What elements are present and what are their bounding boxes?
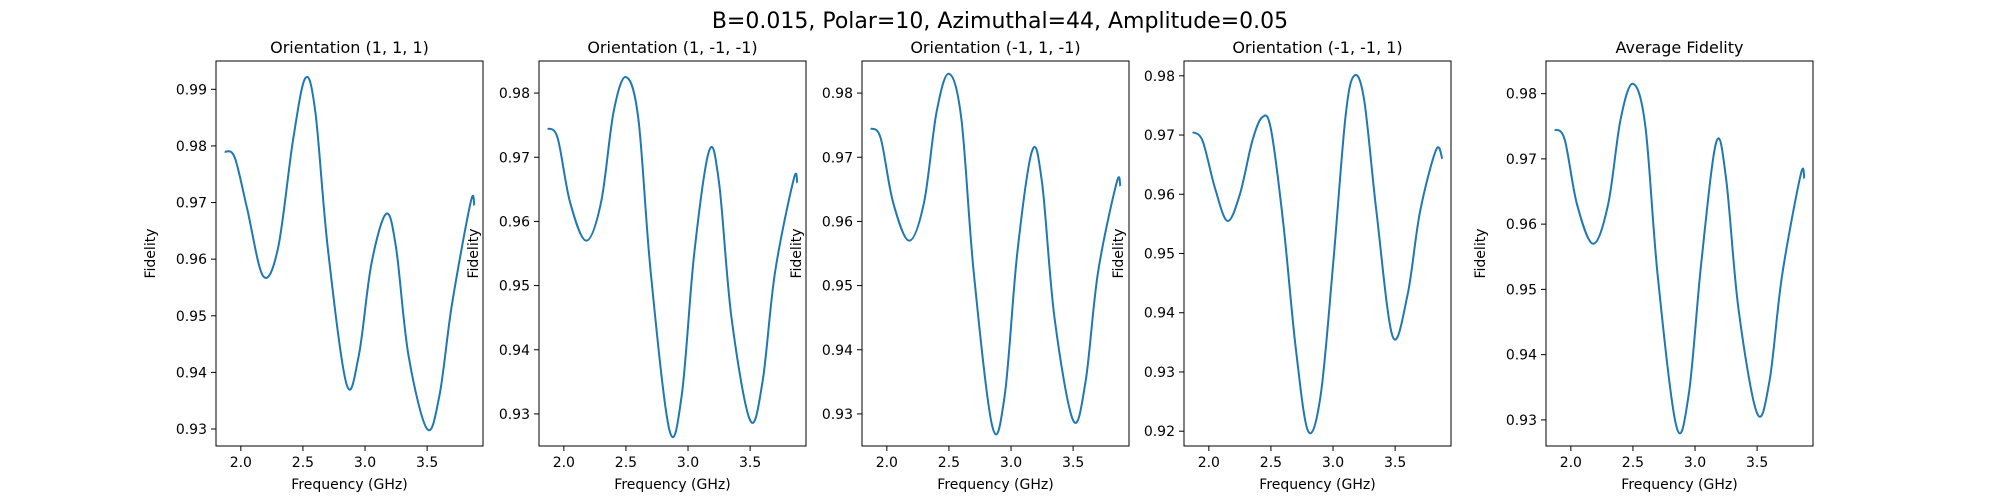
y-tick-label: 0.96 [499,214,530,230]
x-tick-label: 2.0 [230,455,252,471]
y-tick-label: 0.94 [1144,306,1175,322]
subplot-4: 2.0 2.5 3.0 3.5 0.92 0.93 0.94 0.95 0.96 0.97 0.98… [1111,38,1452,493]
y-tick-label: 0.97 [499,150,530,166]
y-tick-label: 0.94 [176,365,207,381]
y-tick-label: 0.98 [822,86,853,102]
x-tick-label: 3.5 [1062,455,1084,471]
subplot-2: 2.0 2.5 3.0 3.5 0.93 0.94 0.95 0.96 0.97 0.98 Orie… [466,38,807,493]
subplot-grid: 2.0 2.5 3.0 3.5 0.93 0.94 0.95 0.96 0.97 0.98 0.99… [143,38,1814,493]
plot-frame [1545,60,1814,447]
y-tick-label: 0.97 [176,196,207,212]
x-tick-label: 2.5 [292,455,314,471]
y-tick-label: 0.96 [1144,187,1175,203]
subplot-title: Orientation (-1, -1, 1) [1232,38,1402,57]
y-tick-label: 0.93 [1144,365,1175,381]
y-axis-label: Fidelity [789,229,805,279]
fidelity-series-line [546,76,799,439]
y-tick-label: 0.93 [822,407,853,423]
y-tick-label: 0.95 [499,279,530,295]
x-tick-label: 2.5 [938,455,960,471]
y-tick-label: 0.98 [499,86,530,102]
x-tick-label: 3.0 [1322,455,1344,471]
fidelity-series-line [1553,82,1806,435]
x-tick-label: 3.0 [1684,455,1706,471]
fidelity-series-line [1192,74,1444,435]
y-tick-label: 0.94 [499,343,530,359]
x-axis-label: Frequency (GHz) [937,477,1053,493]
y-tick-label: 0.95 [822,279,853,295]
y-tick-label: 0.99 [176,82,207,98]
x-tick-label: 3.0 [1000,455,1022,471]
y-axis-label: Fidelity [466,229,482,279]
y-axis-label: Fidelity [1473,229,1489,279]
x-tick-label: 3.0 [677,455,699,471]
y-tick-label: 0.98 [1506,87,1537,103]
plot-frame [538,60,807,447]
x-tick-label: 2.5 [1622,455,1644,471]
x-tick-label: 3.5 [739,455,761,471]
y-tick-label: 0.97 [1506,152,1537,168]
y-tick-label: 0.95 [176,309,207,325]
y-axis-label: Fidelity [143,229,159,279]
x-tick-label: 3.5 [1746,455,1768,471]
plot-frame [215,60,484,447]
subplot-title: Orientation (1, 1, 1) [270,38,429,57]
y-tick-label: 0.95 [1506,282,1537,298]
y-tick-label: 0.94 [822,343,853,359]
y-tick-label: 0.98 [1144,69,1175,85]
x-axis-label: Frequency (GHz) [614,477,730,493]
subplot-title: Orientation (1, -1, -1) [587,38,757,57]
subplot-title: Average Fidelity [1616,38,1744,57]
subplot-5: 2.0 2.5 3.0 3.5 0.93 0.94 0.95 0.96 0.97 0.98 Aver… [1473,38,1814,493]
y-tick-label: 0.96 [176,252,207,268]
y-tick-label: 0.96 [1506,217,1537,233]
y-tick-label: 0.93 [1506,413,1537,429]
x-axis-label: Frequency (GHz) [291,477,407,493]
x-axis-label: Frequency (GHz) [1621,477,1737,493]
x-tick-label: 3.5 [416,455,438,471]
y-tick-label: 0.93 [176,422,207,438]
y-tick-label: 0.97 [1144,128,1175,144]
x-axis-label: Frequency (GHz) [1259,477,1375,493]
y-tick-label: 0.98 [176,139,207,155]
figure-suptitle: B=0.015, Polar=10, Azimuthal=44, Amplitu… [712,9,1288,34]
x-tick-label: 2.0 [553,455,575,471]
x-tick-label: 2.0 [1560,455,1582,471]
y-tick-label: 0.95 [1144,247,1175,263]
y-tick-label: 0.92 [1144,424,1175,440]
subplot-3: 2.0 2.5 3.0 3.5 0.93 0.94 0.95 0.96 0.97 0.98 Orie… [789,38,1130,493]
x-tick-label: 3.0 [354,455,376,471]
y-tick-label: 0.94 [1506,348,1537,364]
fidelity-series-line [224,75,476,432]
x-tick-label: 2.5 [1260,455,1282,471]
x-tick-label: 3.5 [1384,455,1406,471]
subplot-title: Orientation (-1, 1, -1) [910,38,1080,57]
x-tick-label: 2.5 [615,455,637,471]
x-tick-label: 2.0 [876,455,898,471]
y-tick-label: 0.97 [822,150,853,166]
subplot-1: 2.0 2.5 3.0 3.5 0.93 0.94 0.95 0.96 0.97 0.98 0.99… [143,38,484,493]
plot-frame [861,60,1130,447]
x-tick-label: 2.0 [1198,455,1220,471]
y-axis-label: Fidelity [1111,229,1127,279]
y-tick-label: 0.93 [499,407,530,423]
y-tick-label: 0.96 [822,214,853,230]
fidelity-series-line [869,72,1122,436]
